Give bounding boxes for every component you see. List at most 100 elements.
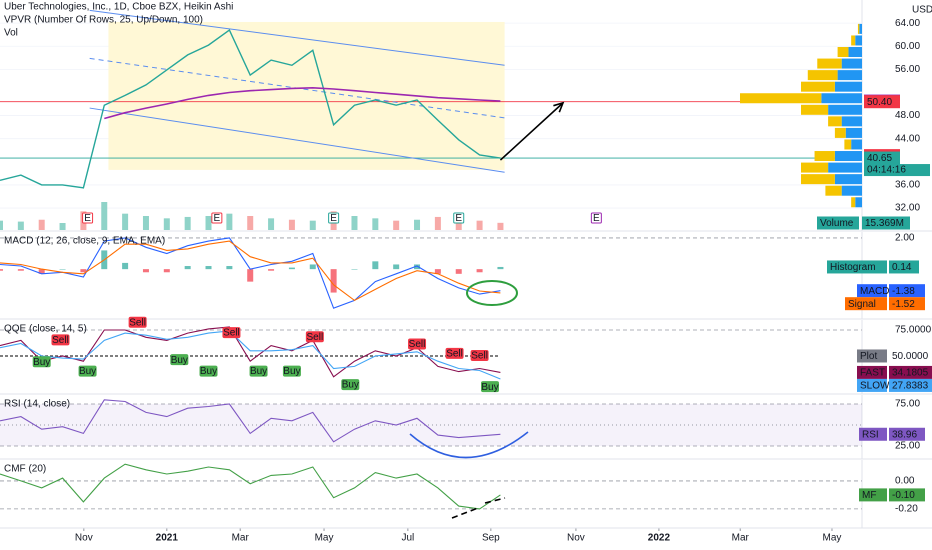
vpvr-up — [841, 58, 862, 69]
histogram-bar — [142, 269, 149, 273]
arc-drawing — [409, 431, 529, 459]
volume-name: Volume — [820, 218, 854, 229]
histogram-bar — [309, 264, 316, 270]
vpvr-down — [851, 35, 856, 46]
series-value: 34.1805 — [892, 368, 929, 379]
vpvr-down — [828, 116, 842, 127]
volume-bar — [17, 221, 24, 230]
histogram-bar — [59, 269, 66, 270]
vpvr-down — [844, 139, 852, 150]
volume-bar — [497, 222, 504, 230]
histogram-bar — [205, 266, 212, 270]
channel-upper — [89, 9, 505, 66]
y-tick-label: 2.00 — [895, 233, 915, 244]
y-tick-label: 60.00 — [895, 41, 920, 52]
volume-bar — [163, 218, 170, 230]
histogram-bar — [17, 269, 24, 271]
vpvr-down — [801, 162, 829, 173]
volume-bar — [59, 223, 66, 230]
series-name: Histogram — [830, 262, 876, 273]
histogram-bar — [163, 269, 170, 273]
volume-bar — [38, 219, 45, 230]
y-tick-label: 36.00 — [895, 180, 920, 191]
histogram-bar — [351, 269, 358, 270]
histogram-bar — [247, 269, 254, 282]
x-tick-label: May — [315, 533, 334, 544]
volume-name-box — [817, 216, 859, 230]
volume-bar — [226, 213, 233, 230]
signal-label: Buy — [250, 366, 267, 377]
x-tick-label: Nov — [75, 533, 93, 544]
y-tick-label: 75.0000 — [895, 325, 932, 336]
vpvr-up — [834, 151, 862, 162]
histogram-bar — [330, 269, 337, 293]
vpvr-up — [855, 35, 862, 46]
volume-bar — [414, 219, 421, 230]
series-name-box — [857, 365, 887, 379]
series-line — [0, 237, 501, 309]
event-marker — [590, 212, 602, 224]
series-line — [0, 29, 501, 189]
pane-title: QQE (close, 14, 5) — [4, 324, 87, 335]
volume-bar — [0, 220, 3, 230]
histogram-bar — [414, 264, 421, 270]
signal-label: Sell — [223, 328, 240, 339]
signal-marker — [408, 338, 427, 350]
series-line — [0, 330, 501, 380]
level-value-box — [889, 349, 932, 363]
vpvr-up — [828, 162, 862, 173]
indicator-label: VPVR (Number Of Rows, 25, Up/Down, 100) — [4, 15, 203, 26]
volume-value-box — [862, 216, 910, 230]
volume-bar — [309, 220, 316, 230]
series-name: FAST — [860, 368, 885, 379]
level-name: Plot — [860, 351, 877, 362]
histogram-bar — [455, 269, 462, 274]
histogram-bar — [226, 266, 233, 270]
x-tick-label: 2022 — [648, 533, 671, 544]
volume-bar — [122, 213, 129, 230]
vpvr-down — [817, 58, 842, 69]
x-tick-label: 2021 — [156, 533, 179, 544]
histogram-bar — [0, 269, 3, 271]
signal-marker — [470, 349, 489, 361]
histogram-bar — [288, 267, 295, 270]
signal-marker — [341, 379, 360, 391]
volume-bar — [393, 220, 400, 230]
chart-title: Uber Technologies, Inc., 1D, Cboe BZX, H… — [4, 2, 233, 13]
series-value-box — [889, 260, 919, 274]
vpvr-up — [845, 127, 862, 138]
series-name-box — [827, 260, 887, 274]
event-marker — [82, 212, 94, 224]
volume-bar — [268, 218, 275, 230]
signal-marker — [305, 331, 324, 343]
signal-label: Buy — [342, 380, 359, 391]
series-name: Signal — [848, 299, 876, 310]
series-line — [0, 463, 501, 510]
countdown-box — [864, 164, 930, 177]
signal-marker — [78, 365, 97, 377]
vpvr-down — [807, 70, 838, 81]
event-marker — [328, 212, 340, 224]
vpvr-down — [851, 197, 856, 208]
vpvr-up — [834, 174, 862, 185]
series-value-box — [889, 297, 925, 311]
signal-label: Sell — [52, 335, 69, 346]
signal-label: Sell — [409, 339, 426, 350]
series-line — [104, 86, 501, 120]
series-value-box — [889, 378, 932, 392]
vpvr-up — [848, 47, 862, 58]
vpvr-down — [801, 104, 829, 115]
event-marker — [211, 212, 223, 224]
signal-label: Sell — [129, 317, 146, 328]
signal-marker — [170, 354, 189, 366]
price-label: 50.40 — [867, 97, 892, 108]
pane-title: CMF (20) — [4, 464, 46, 475]
indicator-label: Vol — [4, 28, 18, 39]
signal-label: Sell — [446, 349, 463, 360]
event-label: E — [84, 213, 91, 224]
histogram-bar — [497, 266, 504, 270]
ellipse-drawing — [466, 280, 518, 306]
histogram-bar — [476, 269, 483, 273]
series-value: 0.14 — [892, 262, 912, 273]
